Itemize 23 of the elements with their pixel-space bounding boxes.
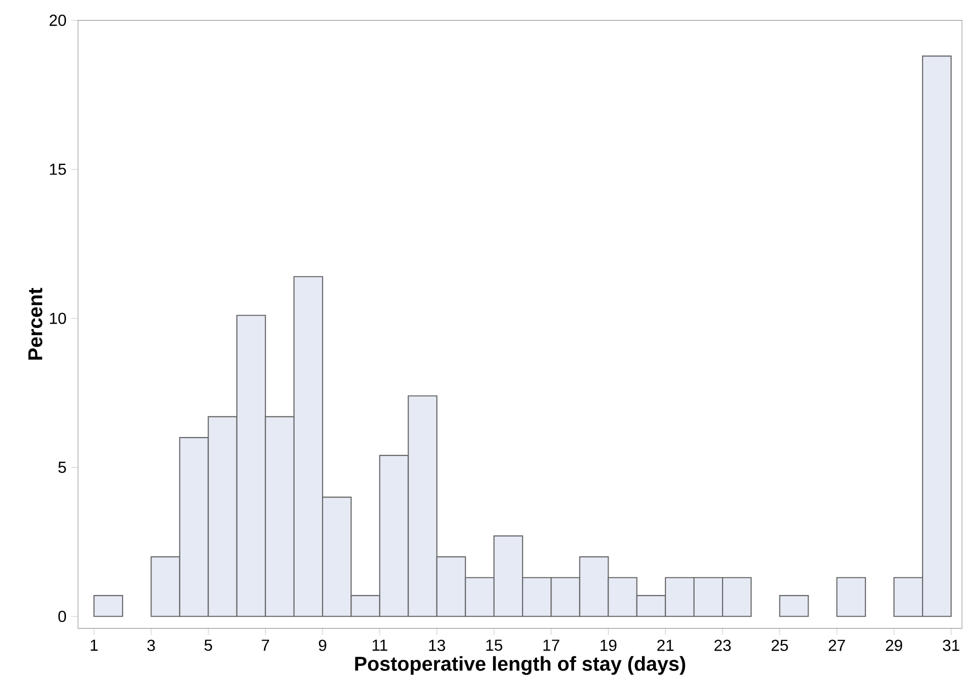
y-tick-label: 20	[50, 14, 66, 26]
x-tick-label: 21	[657, 640, 674, 651]
y-tick-label: 10	[50, 312, 66, 324]
x-tick-label: 1	[90, 640, 98, 651]
x-tick-label: 9	[318, 640, 326, 652]
y-tick-label: 5	[58, 462, 66, 473]
x-tick-label: 29	[886, 640, 902, 652]
x-tick-label: 15	[486, 640, 502, 651]
x-tick-label: 13	[429, 640, 446, 652]
y-tick-label: 0	[58, 610, 66, 622]
x-tick-label: 7	[262, 640, 270, 651]
x-tick-label: 31	[942, 640, 960, 652]
x-tick-label: 17	[543, 640, 560, 651]
y-tick-label: 15	[50, 164, 66, 175]
x-tick-label: 11	[372, 640, 388, 651]
x-tick-label: 23	[714, 640, 731, 652]
x-tick-label: 27	[828, 640, 845, 651]
x-axis-title: Postoperative length of stay (days)	[355, 656, 686, 675]
x-tick-label: 25	[772, 640, 788, 652]
x-tick-label: 3	[147, 640, 155, 652]
y-axis-title: Percent	[28, 288, 42, 360]
x-tick-label: 19	[600, 640, 616, 652]
x-tick-label: 5	[204, 640, 212, 651]
